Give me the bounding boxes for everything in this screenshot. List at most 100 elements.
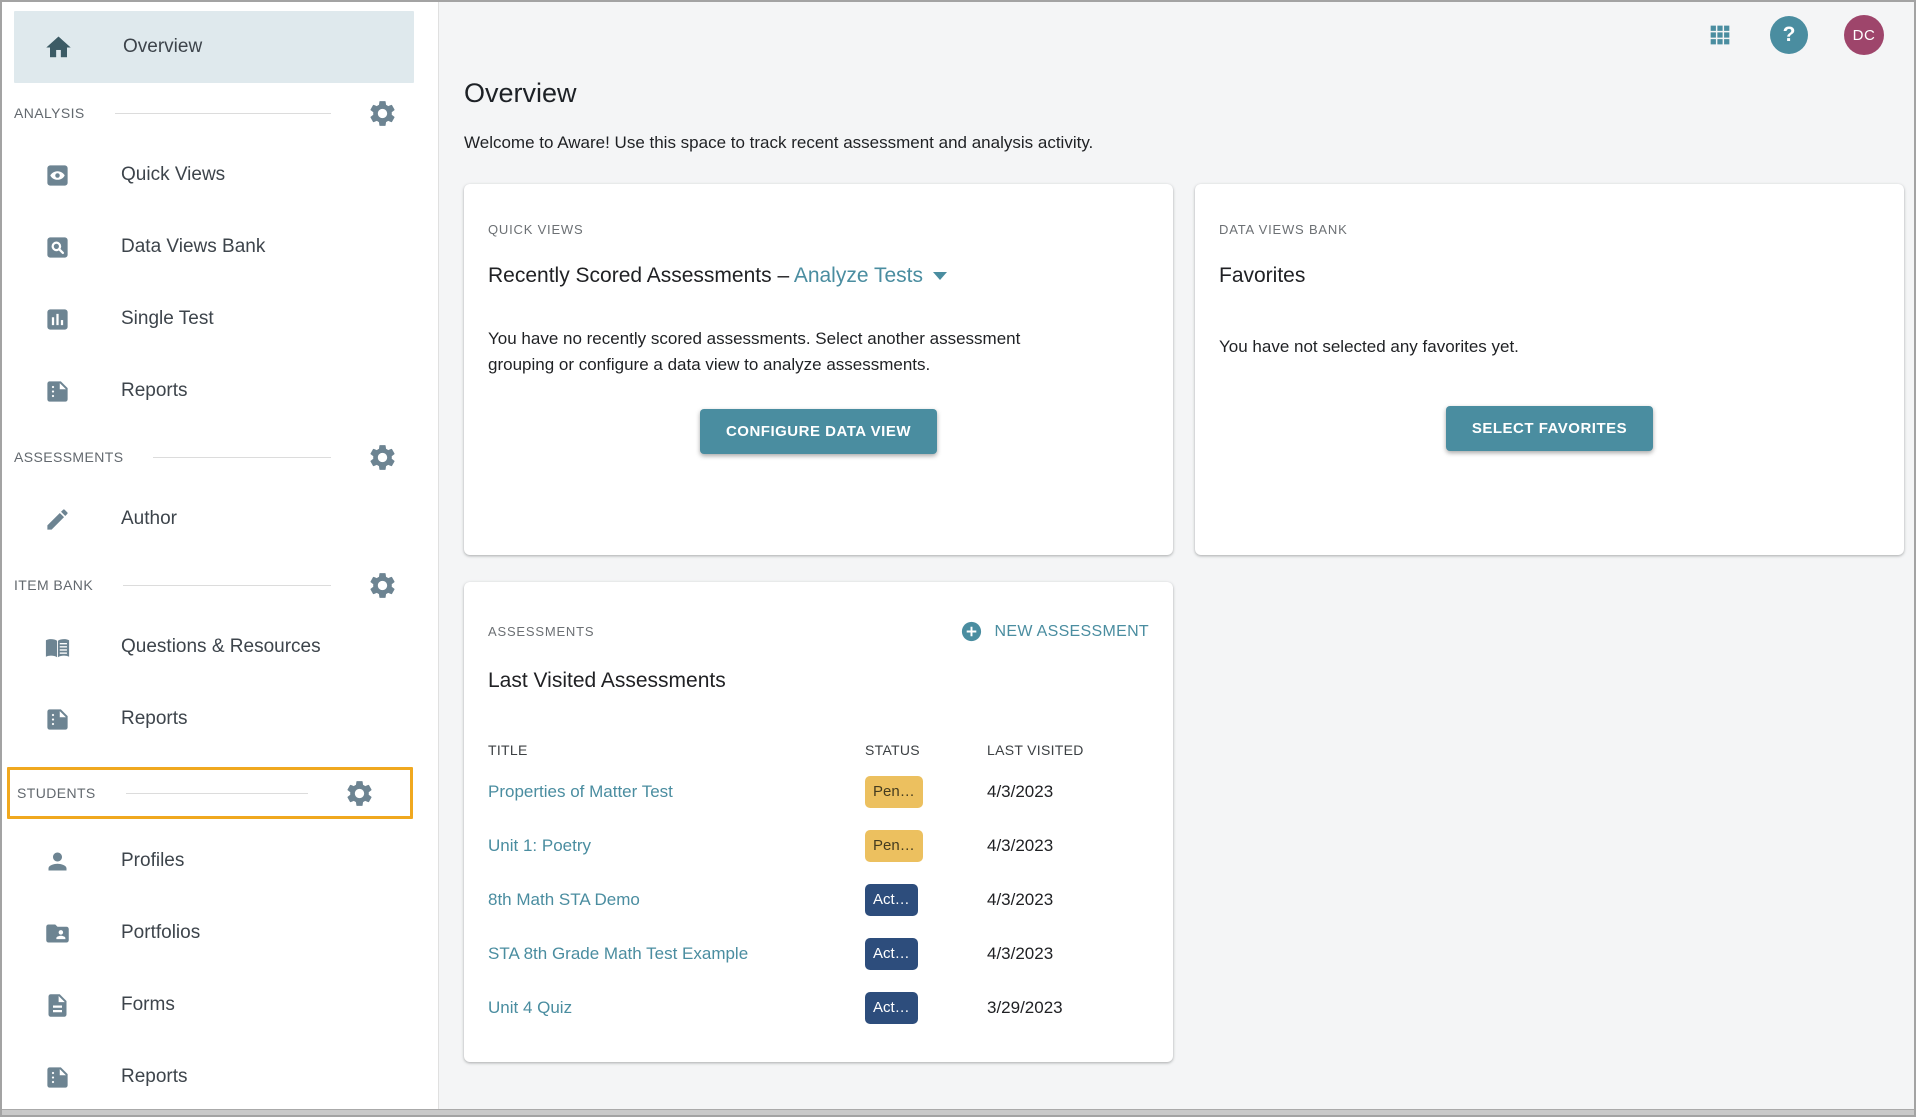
chevron-down-icon [933, 272, 947, 281]
heading-text: Recently Scored Assessments – [488, 264, 794, 287]
last-visited-date: 3/29/2023 [987, 998, 1063, 1017]
analyze-tests-dropdown[interactable]: Analyze Tests [794, 264, 947, 287]
new-assessment-label: NEW ASSESSMENT [994, 622, 1149, 640]
sidebar-item-label: Questions & Resources [121, 636, 321, 657]
sidebar-item-profiles[interactable]: Profiles [2, 825, 438, 897]
sidebar-item-label: Data Views Bank [121, 236, 266, 257]
sidebar-item-label: Single Test [121, 308, 214, 329]
sidebar-item-label: Profiles [121, 850, 185, 871]
divider [123, 584, 331, 586]
page-title: Overview [464, 78, 577, 108]
table-row: Unit 1: Poetry Pen… 4/3/2023 [488, 819, 1149, 873]
assessment-link[interactable]: Unit 1: Poetry [488, 836, 591, 855]
table-row: Unit 4 Quiz Act… 3/29/2023 [488, 981, 1149, 1035]
last-visited-date: 4/3/2023 [987, 944, 1054, 963]
last-visited-date: 4/3/2023 [987, 782, 1054, 801]
select-favorites-button[interactable]: SELECT FAVORITES [1445, 406, 1654, 452]
quick-views-card: QUICK VIEWS Recently Scored Assessments … [464, 184, 1173, 555]
table-row: STA 8th Grade Math Test Example Act… 4/3… [488, 927, 1149, 981]
sidebar-section-analysis: ANALYSIS [2, 93, 438, 133]
gear-icon[interactable] [344, 778, 375, 809]
sidebar-item-forms[interactable]: Forms [2, 969, 438, 1041]
status-badge: Act… [865, 992, 918, 1024]
table-row: 8th Math STA Demo Act… 4/3/2023 [488, 873, 1149, 927]
plus-circle-icon [960, 620, 983, 643]
status-badge: Pen… [865, 776, 923, 808]
configure-data-view-button[interactable]: CONFIGURE DATA VIEW [699, 408, 938, 454]
cards-grid: QUICK VIEWS Recently Scored Assessments … [464, 184, 1904, 1062]
assessment-link[interactable]: 8th Math STA Demo [488, 890, 640, 909]
quick-views-heading: Recently Scored Assessments – Analyze Te… [488, 264, 1149, 288]
assessment-link[interactable]: Properties of Matter Test [488, 782, 673, 801]
assessments-card: ASSESSMENTS NEW ASSESSMENT Last Visited … [464, 582, 1173, 1062]
sidebar-item-overview[interactable]: Overview [14, 11, 414, 83]
sidebar-item-author[interactable]: Author [2, 483, 438, 555]
sidebar-section-students-highlighted: STUDENTS [7, 767, 413, 819]
new-assessment-button[interactable]: NEW ASSESSMENT [960, 620, 1149, 643]
sidebar-item-label: Overview [123, 36, 203, 57]
page-subtitle: Welcome to Aware! Use this space to trac… [464, 133, 1094, 152]
assessment-link[interactable]: Unit 4 Quiz [488, 998, 573, 1017]
sidebar-item-questions-resources[interactable]: Questions & Resources [2, 611, 438, 683]
sidebar-item-item-bank-reports[interactable]: Reports [2, 683, 438, 755]
gear-icon[interactable] [367, 570, 398, 601]
search-box-icon [44, 234, 71, 261]
gear-icon[interactable] [367, 442, 398, 473]
divider [153, 456, 331, 458]
sidebar-section-item-bank: ITEM BANK [2, 565, 438, 605]
sidebar-item-label: Reports [121, 1066, 188, 1087]
status-badge: Act… [865, 884, 918, 916]
column-header-last-visited: LAST VISITED [987, 742, 1084, 758]
status-badge: Act… [865, 938, 918, 970]
sidebar-item-data-views-bank[interactable]: Data Views Bank [2, 211, 438, 283]
quick-views-icon [44, 162, 71, 189]
assessments-heading: Last Visited Assessments [488, 669, 726, 692]
section-label: ASSESSMENTS [14, 449, 124, 465]
folder-person-icon [44, 920, 71, 947]
card-label: QUICK VIEWS [488, 222, 584, 237]
main-content: ? DC Overview Welcome to Aware! Use this… [439, 2, 1914, 1115]
sidebar-item-portfolios[interactable]: Portfolios [2, 897, 438, 969]
sidebar-item-students-reports[interactable]: Reports [2, 1041, 438, 1113]
section-label: ANALYSIS [14, 105, 85, 121]
favorites-card: DATA VIEWS BANK Favorites You have not s… [1195, 184, 1904, 555]
last-visited-date: 4/3/2023 [987, 836, 1054, 855]
horizontal-scrollbar[interactable] [2, 1109, 1914, 1115]
avatar[interactable]: DC [1844, 15, 1884, 55]
sidebar-item-label: Author [121, 508, 177, 529]
dropdown-label: Analyze Tests [793, 264, 923, 287]
sidebar-item-analysis-reports[interactable]: Reports [2, 355, 438, 427]
card-label: DATA VIEWS BANK [1219, 222, 1348, 237]
sidebar-item-label: Reports [121, 380, 188, 401]
table-row: Properties of Matter Test Pen… 4/3/2023 [488, 765, 1149, 819]
table-header-row: TITLE STATUS LAST VISITED [488, 735, 1149, 765]
empty-state-text: You have no recently scored assessments.… [488, 329, 1021, 375]
open-book-icon [44, 634, 71, 661]
pencil-icon [44, 506, 71, 533]
help-icon[interactable]: ? [1770, 16, 1808, 54]
status-badge: Pen… [865, 830, 923, 862]
sidebar-item-label: Portfolios [121, 922, 201, 943]
gear-icon[interactable] [367, 98, 398, 129]
person-icon [44, 848, 71, 875]
report-icon [44, 1064, 71, 1091]
sidebar-item-label: Quick Views [121, 164, 226, 185]
sidebar-item-label: Reports [121, 708, 188, 729]
report-icon [44, 378, 71, 405]
section-label: ITEM BANK [14, 577, 94, 593]
divider [114, 112, 331, 114]
document-lines-icon [44, 992, 71, 1019]
home-icon [44, 33, 73, 62]
empty-state-text: You have not selected any favorites yet. [1219, 337, 1519, 356]
assessment-link[interactable]: STA 8th Grade Math Test Example [488, 944, 749, 963]
sidebar-item-quick-views[interactable]: Quick Views [2, 139, 438, 211]
sidebar-item-label: Forms [121, 994, 175, 1015]
favorites-heading: Favorites [1219, 264, 1306, 287]
sidebar-item-single-test[interactable]: Single Test [2, 283, 438, 355]
card-label: ASSESSMENTS [488, 624, 595, 639]
section-label: STUDENTS [17, 785, 96, 801]
sidebar-section-assessments: ASSESSMENTS [2, 437, 438, 477]
empty-grid-cell [1195, 582, 1904, 1062]
apps-grid-icon[interactable] [1706, 21, 1734, 49]
